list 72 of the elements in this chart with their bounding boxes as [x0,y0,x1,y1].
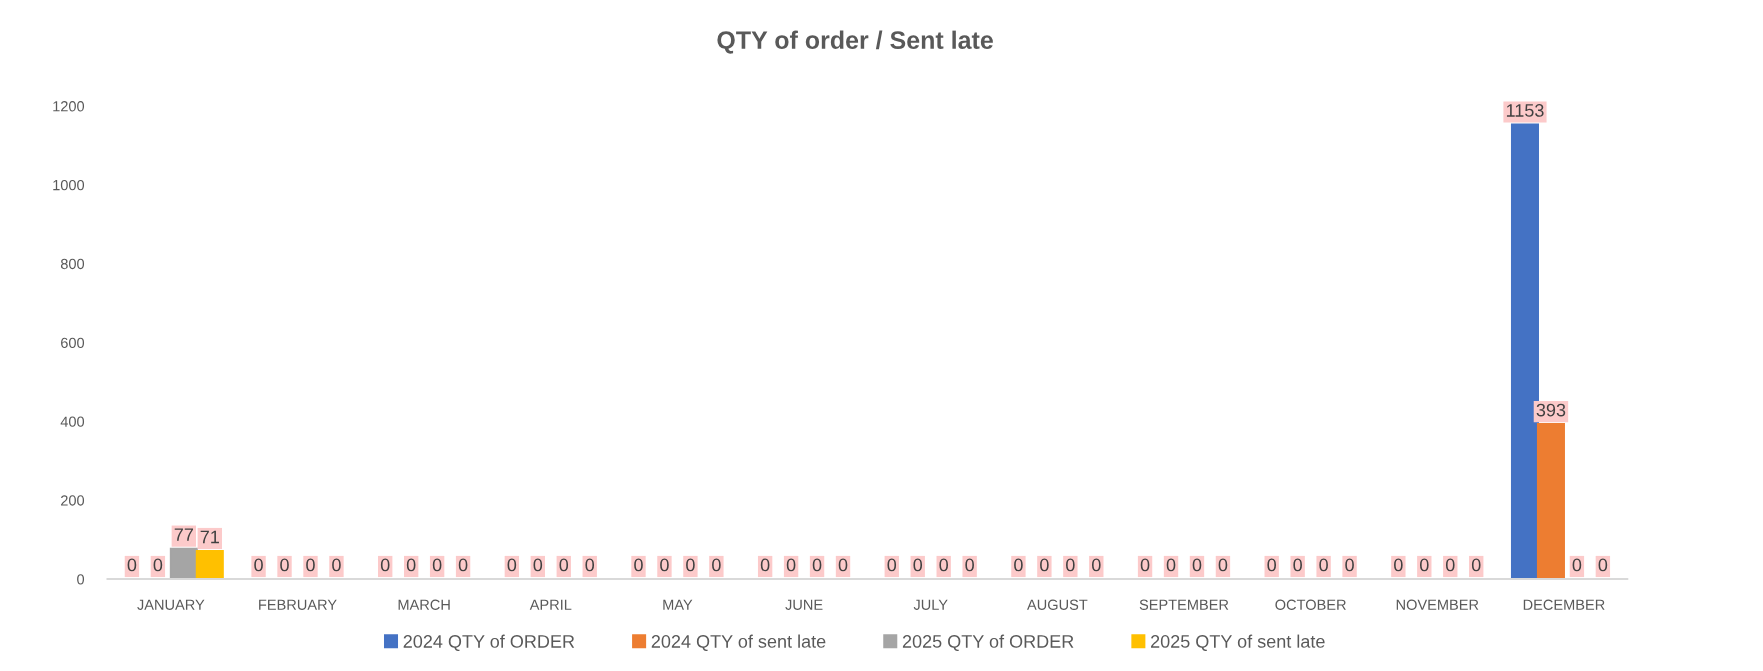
y-tick-label: 600 [61,337,85,348]
data-label: 0 [306,558,315,572]
y-tick-label: 1000 [53,179,85,191]
x-tick-label: JUNE [785,599,823,610]
x-tick-label: FEBRUARY [259,599,337,610]
x-tick-label: MARCH [398,599,450,610]
legend-label: 2025 QTY of ORDER [902,634,1074,652]
x-tick-label: DECEMBER [1523,599,1605,610]
data-label: 0 [712,558,721,572]
data-label: 0 [1140,558,1150,572]
x-tick-label: JULY [913,599,948,610]
chart-title: QTY of order / Sent late [717,30,993,54]
data-label: 0 [1218,558,1228,572]
data-label: 0 [533,558,543,572]
data-label: 1153 [1506,104,1544,117]
data-label: 0 [585,558,595,572]
data-label: 77 [174,528,193,541]
data-label: 0 [1394,558,1403,572]
data-label: 0 [1192,558,1202,572]
data-label: 0 [686,558,695,572]
y-tick-label: 400 [60,416,85,427]
legend-label: 2024 QTY of ORDER [403,634,575,652]
x-tick-label: AUGUST [1027,599,1088,610]
data-label: 0 [1166,558,1176,572]
data-label: 0 [1445,558,1455,572]
data-label: 0 [660,558,669,572]
data-label: 0 [1471,558,1481,572]
data-label: 0 [332,558,341,572]
data-label: 0 [786,558,796,572]
x-tick-label: SEPTEMBER [1139,599,1229,610]
data-label: 0 [458,558,468,572]
data-label: 0 [939,558,949,572]
x-tick-label: NOVEMBER [1396,599,1479,610]
data-label: 0 [838,558,848,572]
data-label: 0 [254,558,263,572]
data-label: 0 [432,558,442,572]
y-tick-label: 800 [60,258,85,270]
data-label: 0 [1572,558,1582,572]
data-label: 0 [965,558,974,572]
data-label: 0 [913,558,923,572]
data-label: 0 [1419,558,1429,572]
data-label: 0 [887,558,897,572]
legend-label: 2024 QTY of sent late [651,634,826,652]
y-tick-label: 200 [61,495,85,506]
data-label: 0 [559,558,569,572]
data-label: 0 [1014,558,1023,572]
data-label: 0 [406,558,416,572]
data-label: 393 [1536,403,1566,417]
y-tick-label: 0 [77,574,85,585]
x-tick-label: APRIL [529,599,572,610]
x-tick-label: JANUARY [137,599,205,610]
data-label: 71 [200,530,219,544]
legend-label: 2025 QTY of sent late [1151,634,1325,652]
data-label: 0 [507,558,517,572]
x-tick-label: OCTOBER [1275,599,1346,610]
data-label: 0 [1293,558,1302,572]
data-label: 0 [127,558,137,572]
data-label: 0 [280,558,289,572]
data-label: 0 [1345,558,1354,572]
data-label: 0 [153,558,163,572]
data-label: 0 [380,558,390,572]
data-label: 0 [1319,558,1328,572]
data-label: 0 [812,558,822,572]
data-label: 0 [1598,558,1608,572]
x-tick-label: MAY [663,599,693,610]
data-label: 0 [760,558,770,572]
data-label: 0 [634,558,643,572]
data-label: 0 [1066,558,1075,572]
data-label: 0 [1040,558,1049,572]
data-label: 0 [1091,558,1101,572]
y-tick-label: 1200 [53,101,85,112]
data-label: 0 [1267,558,1277,572]
